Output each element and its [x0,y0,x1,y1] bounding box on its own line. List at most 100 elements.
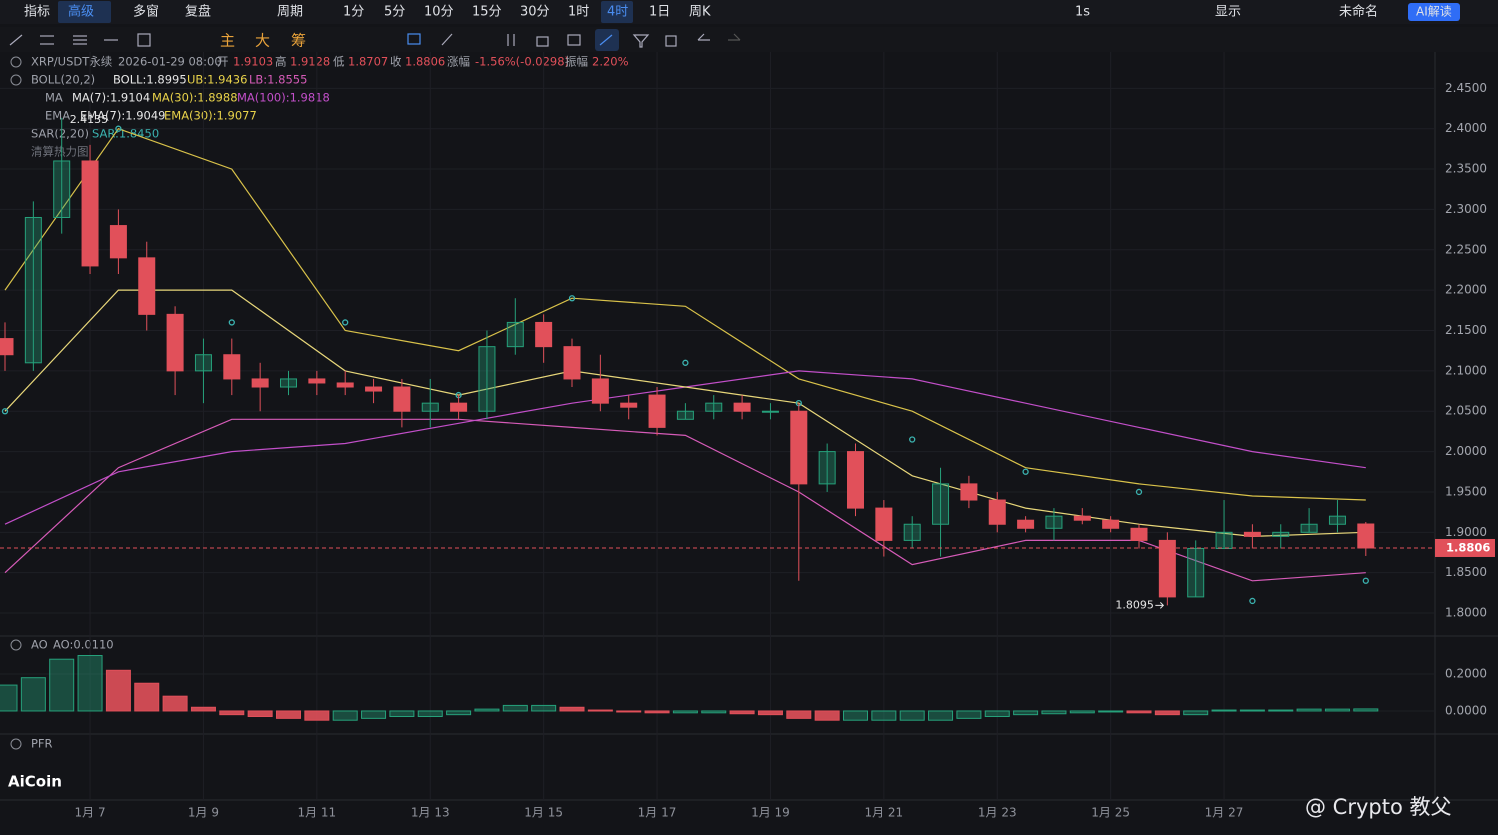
candle-body [393,386,411,412]
candle-body [308,378,326,384]
info-key: 收 [390,55,402,69]
watermark: @ Crypto 教父 [1305,795,1452,819]
ao-bar [49,658,75,712]
ai-button[interactable] [1408,3,1460,21]
y-tick-label: 0.0000 [1445,703,1487,717]
candle-body [847,451,864,509]
indicator-line [4,127,1366,501]
indicator-legend: 清算热力图 [31,145,89,159]
sar-dot [1249,597,1256,605]
sar-dot [909,436,916,443]
toolbar-item[interactable]: 1日 [649,5,670,20]
active-tool[interactable] [595,29,619,51]
ao-bar [389,710,415,718]
ao-bar [1268,709,1294,712]
indicator-legend: BOLL:1.8995 [113,73,187,87]
active-period[interactable] [601,1,633,23]
candle-body [194,354,212,372]
sar-dot [228,319,235,326]
y-tick-label: 2.1500 [1445,323,1487,337]
toolbar-item[interactable]: 周K [689,5,711,20]
candle-body [932,483,950,525]
toolbar-item[interactable]: 高级 [68,4,94,20]
ao-bar [1041,710,1067,715]
ao-bar [531,704,557,712]
ao-bar [1126,710,1152,714]
toolbar-item[interactable]: 多窗 [133,4,159,20]
ao-bar [899,710,925,721]
legend-icons [10,56,22,750]
candle-body [1158,539,1176,598]
x-tick-label: 1月 25 [1091,806,1130,820]
x-tick-label: 1月 21 [864,806,903,820]
ao-bar [1324,708,1350,712]
info-value: 1.9128 [290,55,330,69]
x-tick-label: 1月 7 [75,806,106,820]
candle-body [1357,523,1375,549]
toolbar-item[interactable]: 显示 [1215,5,1241,20]
sar-dot [1135,488,1143,496]
toolbar-item[interactable]: 1s [1075,5,1090,20]
ao-bar [162,695,188,712]
toolbar-item[interactable]: 周期 [277,5,303,20]
x-tick-label: 1月 15 [524,806,563,820]
ao-bar [304,710,330,721]
toolbar-item[interactable]: 复盘 [185,4,211,20]
candle-body [138,257,156,315]
y-tick-label: 2.0500 [1445,404,1487,418]
toolbar-item[interactable]: 1时 [568,5,589,20]
y-tick-label: 1.8000 [1445,606,1487,620]
ao-bar [672,710,698,714]
indicator-legend: AO:0.0110 [53,638,114,652]
ao-bar [616,710,642,713]
sar-dot [1,408,9,415]
ao-bar [786,710,812,719]
info-key: 振幅 [565,55,588,69]
toolbar-item[interactable]: 30分 [520,5,550,20]
indicator-line [4,289,1366,538]
toolbar-item[interactable]: 4时 [607,5,628,20]
y-tick-label: 1.8500 [1445,565,1487,579]
candle-body [450,402,468,412]
candle-body [1272,531,1290,537]
x-tick-label: 1月 23 [978,806,1017,820]
y-tick-label: 2.0000 [1445,444,1487,458]
ao-bar [1239,709,1265,712]
indicator-legend: AO [31,638,48,652]
ao-bar [332,710,358,721]
ao-bar [701,710,727,714]
ao-bar [446,710,472,716]
price-tag [1435,538,1495,557]
ao-bar [1013,710,1039,716]
ao-bar [984,710,1010,718]
toolbar-item[interactable]: 10分 [424,5,454,20]
ao-bar [1183,710,1209,716]
candle-body [0,338,14,356]
tool-button[interactable]: 主 [220,32,235,50]
candle-body [790,410,808,485]
candle-body [53,160,71,218]
ao-bar [502,704,528,712]
active-tab[interactable] [58,1,111,23]
candle-body [1130,527,1148,541]
ao-bar [1098,710,1124,713]
sar-dot [682,359,689,366]
toolbar-item[interactable]: 1分 [343,5,364,20]
info-key: 涨幅 [447,55,470,69]
toolbar-item[interactable]: 指标 [24,5,50,20]
tool-button[interactable]: 大 [255,32,270,50]
candle-body [1073,515,1091,521]
toolbar-item[interactable]: 未命名 [1339,4,1378,20]
ao-bar [814,710,840,721]
toolbar-item[interactable]: AI解读 [1416,5,1452,19]
toolbar-item[interactable]: 15分 [472,5,502,20]
candle-body [648,394,666,428]
tool-button[interactable]: 筹 [291,32,306,50]
candle-body [903,523,921,541]
candle-body [478,346,496,412]
ao-bar [190,706,216,712]
candle-body [535,321,553,348]
toolbar-item[interactable]: 5分 [384,5,405,20]
time: 2026-01-29 08:00 [118,55,222,69]
